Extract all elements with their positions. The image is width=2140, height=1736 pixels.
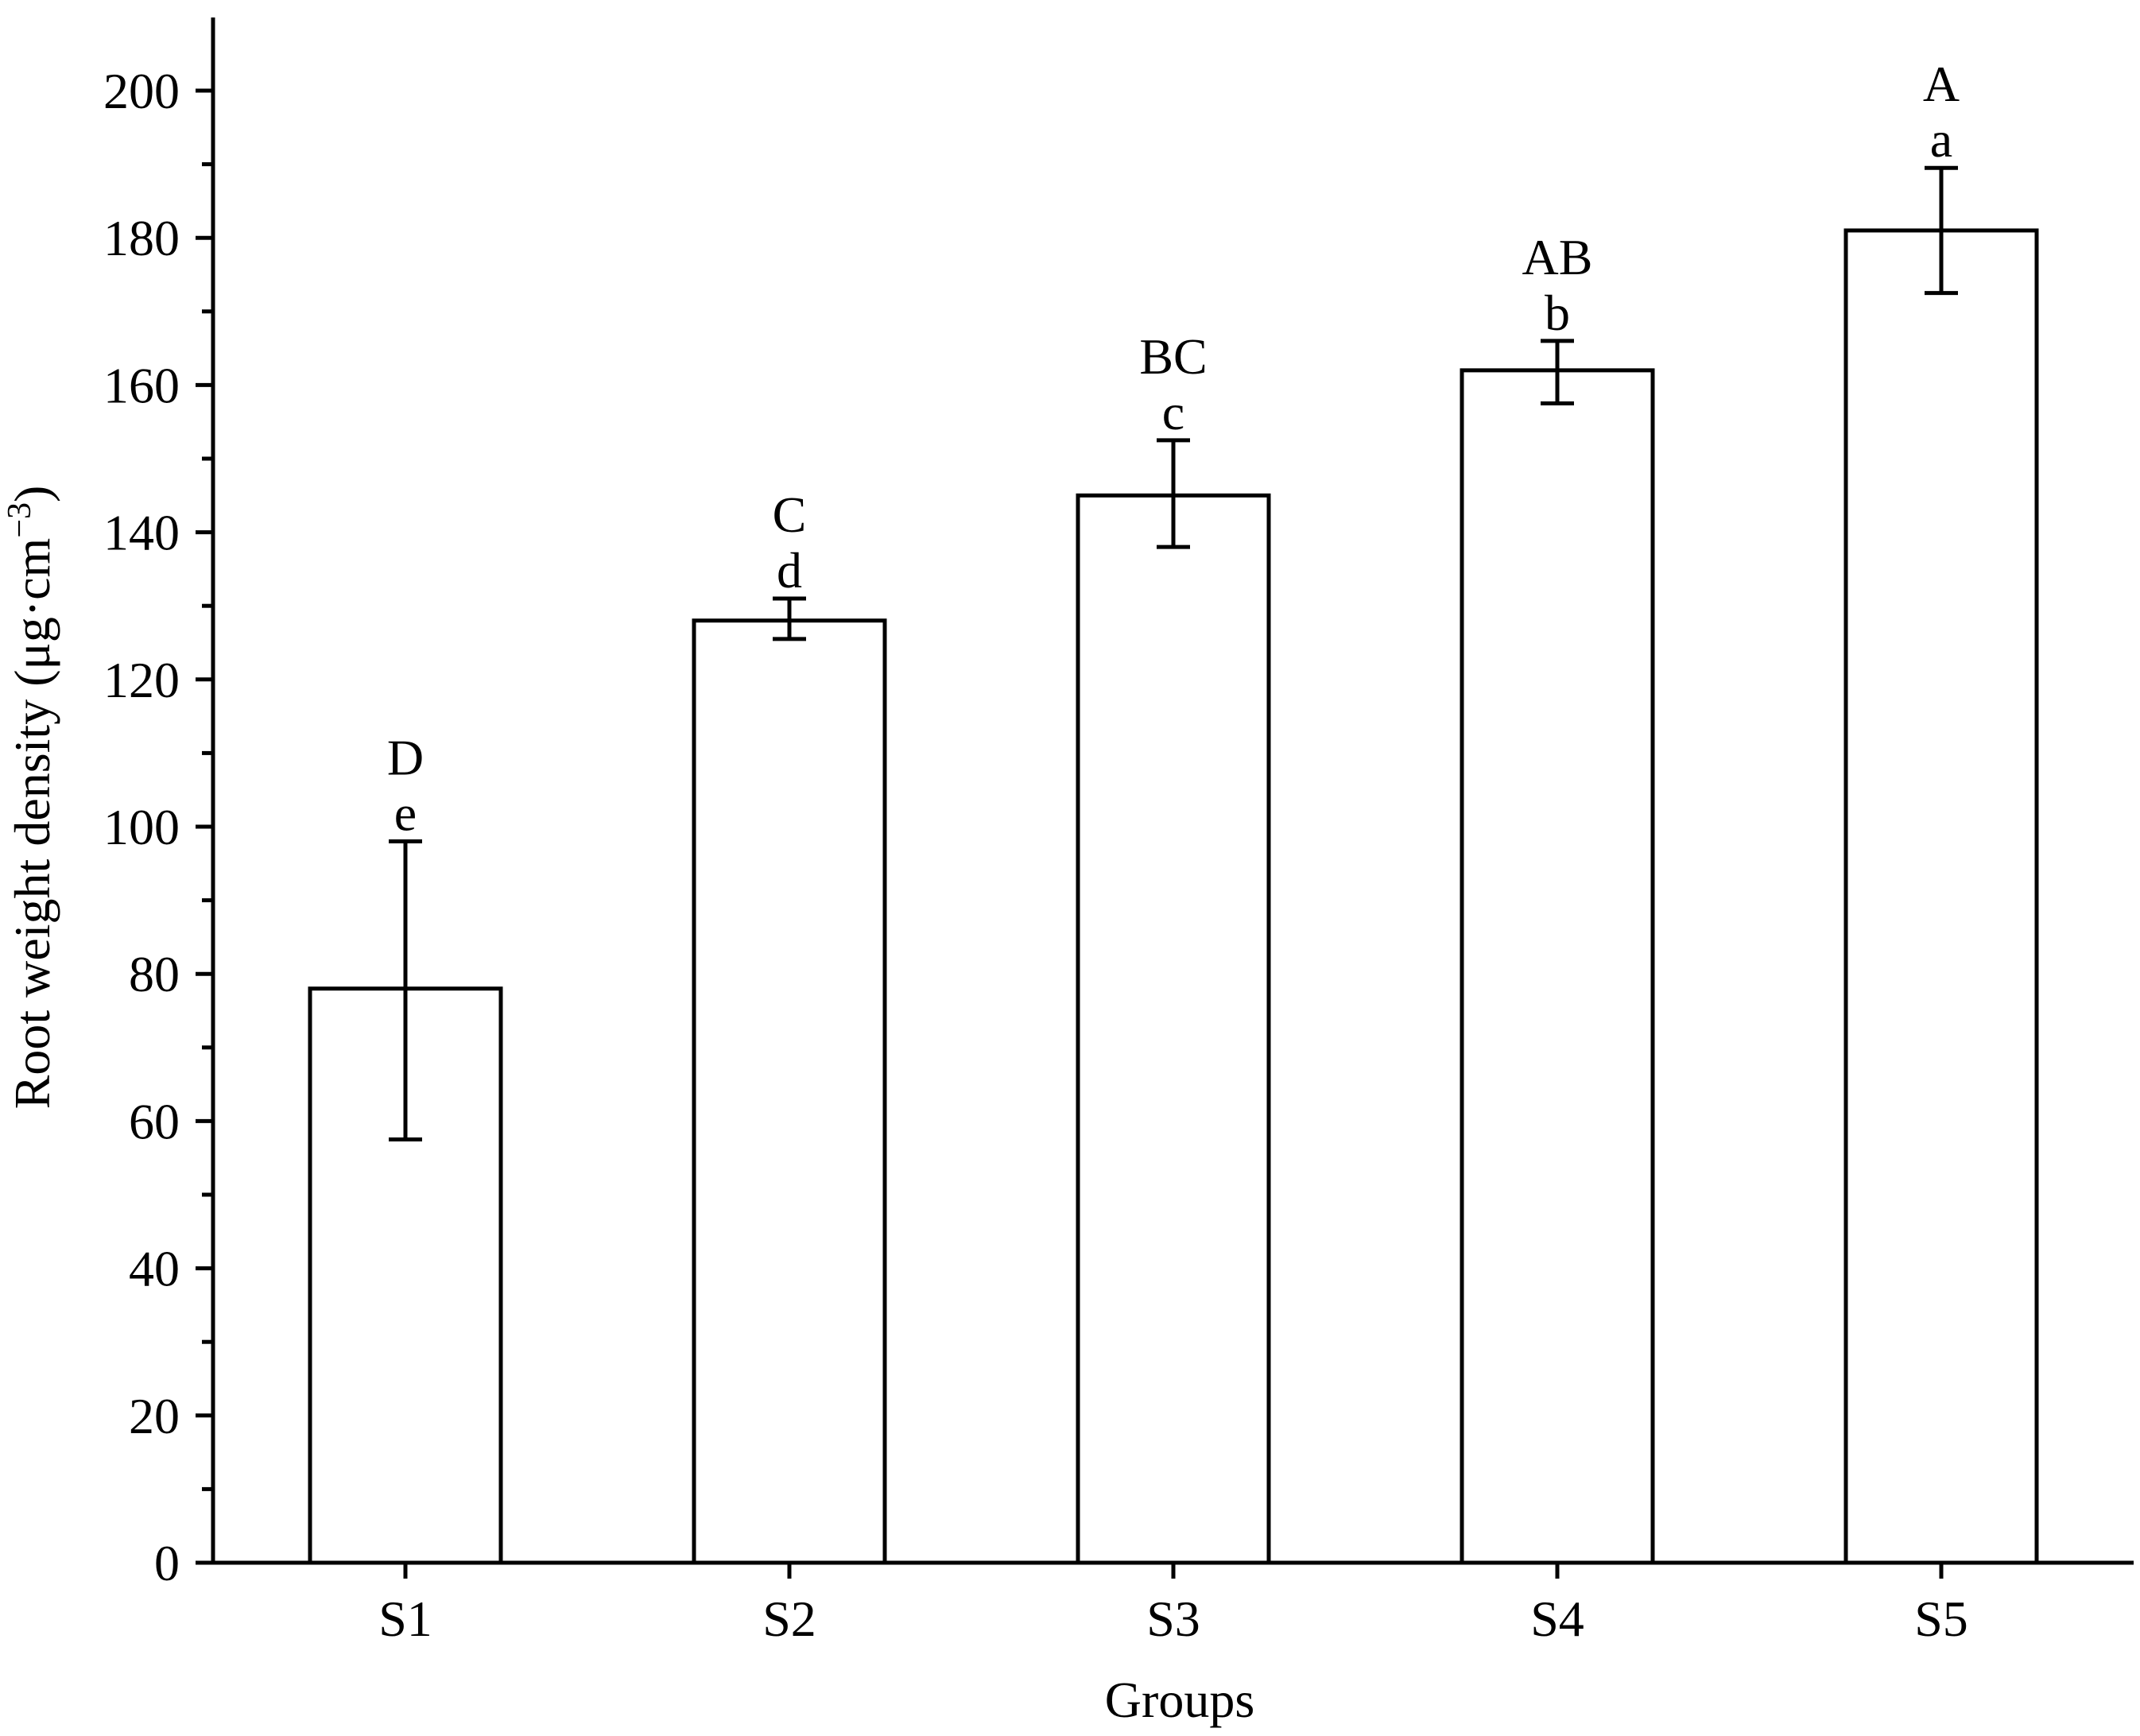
y-tick-label: 20	[129, 1388, 180, 1444]
y-tick-label: 100	[103, 799, 180, 855]
y-tick-label: 200	[103, 63, 180, 119]
sig-lower-s3: c	[1162, 384, 1184, 440]
sig-upper-s5: A	[1923, 56, 1960, 112]
y-tick-label: 60	[129, 1093, 180, 1149]
y-tick-label: 120	[103, 652, 180, 708]
sig-lower-s2: d	[777, 542, 802, 599]
sig-upper-s3: BC	[1139, 328, 1207, 385]
x-tick-label: S5	[1914, 1591, 1968, 1647]
y-axis-title-superscript: −3	[2, 502, 38, 538]
sig-upper-s4: AB	[1522, 229, 1593, 285]
y-tick-label: 40	[129, 1241, 180, 1297]
y-tick-label: 140	[103, 505, 180, 561]
axes: 0 20 40 60 80 100 120 140 160 180 200 S1 S2 S3 S4 S5	[103, 17, 2134, 1647]
bar-s2	[692, 618, 887, 1565]
x-tick-label: S1	[378, 1591, 432, 1647]
y-axis-title-main: Root weight density (μg·cm	[4, 538, 60, 1110]
y-tick-label: 80	[129, 946, 180, 1002]
x-tick-label: S2	[762, 1591, 816, 1647]
y-tick-label: 0	[154, 1535, 180, 1591]
x-tick-label: S4	[1530, 1591, 1584, 1647]
sig-lower-s5: a	[1930, 111, 1952, 168]
sig-upper-s1: D	[387, 730, 424, 786]
error-bars	[389, 165, 1958, 1142]
y-tick-label: 160	[103, 357, 180, 413]
x-tick-label: S3	[1146, 1591, 1200, 1647]
bar-s4	[1460, 368, 1655, 1565]
sig-lower-s1: e	[394, 785, 417, 842]
x-axis-title: Groups	[1105, 1672, 1254, 1728]
bar-s3	[1076, 493, 1271, 1565]
sig-lower-s4: b	[1545, 285, 1570, 341]
bars	[308, 228, 2039, 1565]
y-axis-title: Root weight density (μg·cm−3)	[2, 486, 60, 1110]
y-tick-label: 180	[103, 210, 180, 266]
bar-s5	[1843, 228, 2039, 1565]
y-axis-title-close: )	[4, 486, 60, 502]
sig-upper-s2: C	[773, 486, 807, 543]
